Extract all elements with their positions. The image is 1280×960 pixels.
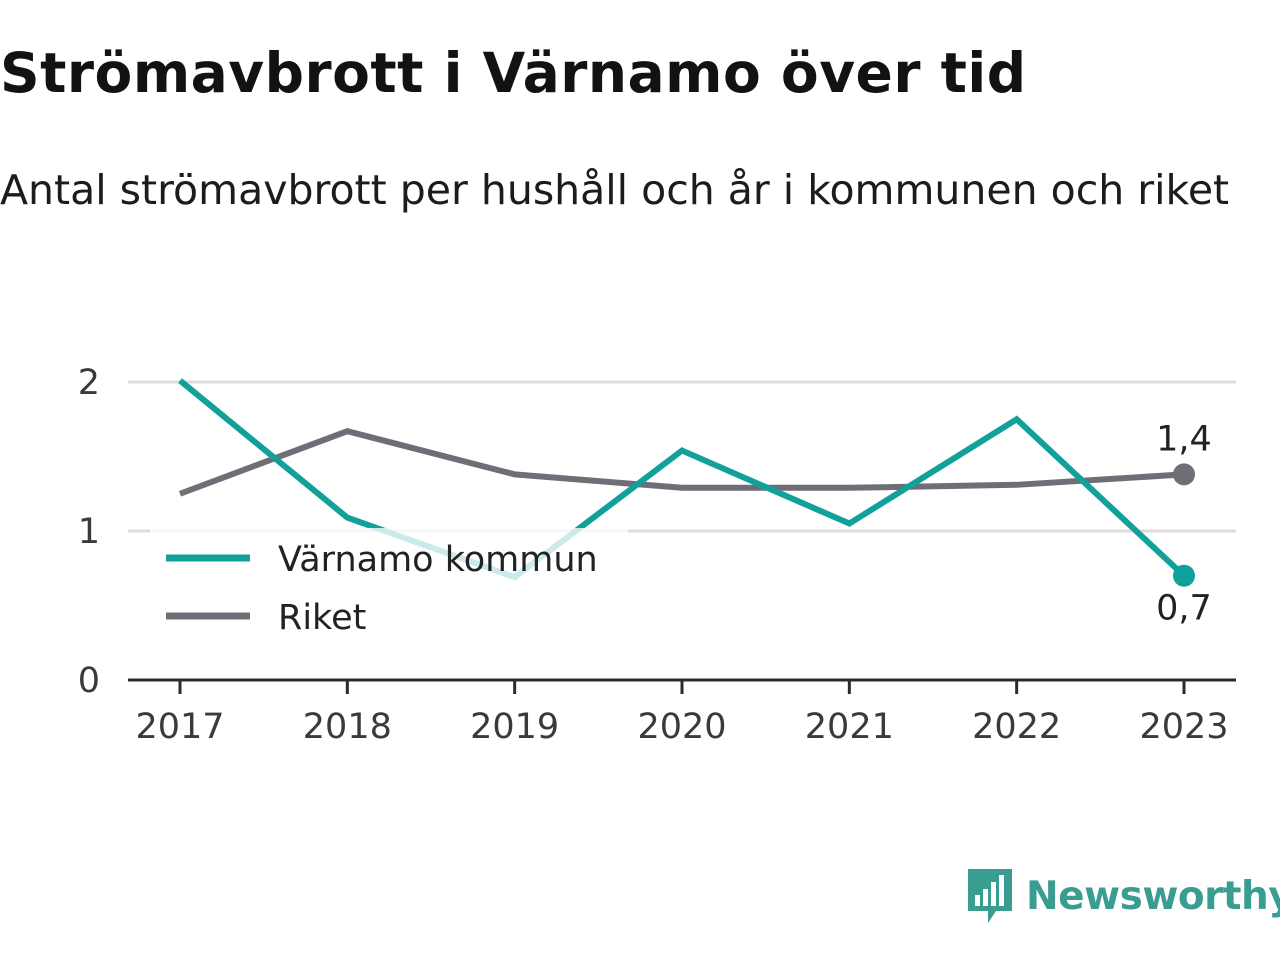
- x-tick-label: 2020: [637, 707, 726, 747]
- legend: Värnamo kommun Riket: [150, 528, 628, 646]
- y-tick-label: 0: [78, 661, 100, 701]
- gridlines: [128, 380, 1236, 533]
- end-value-label: 0,7: [1156, 589, 1212, 629]
- series-line: [178, 428, 1185, 497]
- legend-label: Värnamo kommun: [278, 540, 598, 580]
- legend-background: [150, 528, 628, 646]
- y-tick-label: 1: [78, 512, 100, 552]
- series-lines: [178, 378, 1187, 581]
- x-tick-label: 2017: [135, 707, 224, 747]
- series-line: [178, 378, 1187, 581]
- x-axis: 2017 2018 2019 2020 2021 2022 2023: [128, 678, 1236, 747]
- x-tick-label: 2023: [1139, 707, 1228, 747]
- chart-subtitle: Antal strömavbrott per hushåll och år i …: [0, 166, 1230, 214]
- y-axis: 0 1 2: [78, 363, 100, 701]
- end-point-marker: [1173, 463, 1195, 486]
- y-tick-label: 2: [78, 363, 100, 403]
- brand-name: Newsworthy: [1026, 873, 1280, 919]
- end-points: 0,7 1,4: [1156, 419, 1212, 628]
- x-tick-label: 2019: [470, 707, 559, 747]
- end-point-marker: [1173, 564, 1195, 587]
- legend-label: Riket: [278, 598, 366, 638]
- end-value-label: 1,4: [1156, 419, 1212, 459]
- bar-chart-speech-bubble-icon: [968, 869, 1012, 923]
- brand-logo: Newsworthy: [964, 864, 1280, 928]
- x-tick-label: 2022: [972, 707, 1061, 747]
- chart-title: Strömavbrott i Värnamo över tid: [0, 41, 1027, 105]
- x-tick-label: 2018: [303, 707, 392, 747]
- x-tick-label: 2021: [805, 707, 894, 747]
